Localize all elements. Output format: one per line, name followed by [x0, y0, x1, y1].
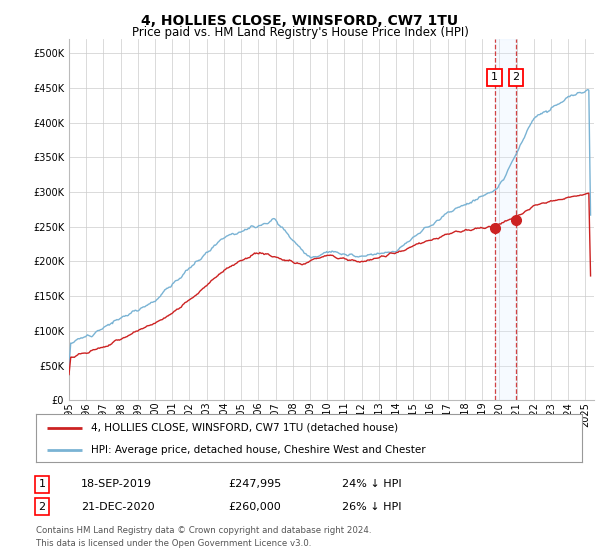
Text: 2: 2	[512, 72, 520, 82]
Text: Contains HM Land Registry data © Crown copyright and database right 2024.: Contains HM Land Registry data © Crown c…	[36, 526, 371, 535]
Text: This data is licensed under the Open Government Licence v3.0.: This data is licensed under the Open Gov…	[36, 539, 311, 548]
Text: 4, HOLLIES CLOSE, WINSFORD, CW7 1TU (detached house): 4, HOLLIES CLOSE, WINSFORD, CW7 1TU (det…	[91, 423, 398, 433]
Text: 21-DEC-2020: 21-DEC-2020	[81, 502, 155, 512]
Text: 2: 2	[38, 502, 46, 512]
Text: Price paid vs. HM Land Registry's House Price Index (HPI): Price paid vs. HM Land Registry's House …	[131, 26, 469, 39]
Text: £260,000: £260,000	[228, 502, 281, 512]
Bar	[494, 39, 516, 400]
Text: 4, HOLLIES CLOSE, WINSFORD, CW7 1TU: 4, HOLLIES CLOSE, WINSFORD, CW7 1TU	[142, 14, 458, 28]
Text: 1: 1	[491, 72, 498, 82]
Text: 1: 1	[38, 479, 46, 489]
Text: 18-SEP-2019: 18-SEP-2019	[81, 479, 152, 489]
Text: £247,995: £247,995	[228, 479, 281, 489]
Text: HPI: Average price, detached house, Cheshire West and Chester: HPI: Average price, detached house, Ches…	[91, 445, 425, 455]
Text: 24% ↓ HPI: 24% ↓ HPI	[342, 479, 401, 489]
Text: 26% ↓ HPI: 26% ↓ HPI	[342, 502, 401, 512]
